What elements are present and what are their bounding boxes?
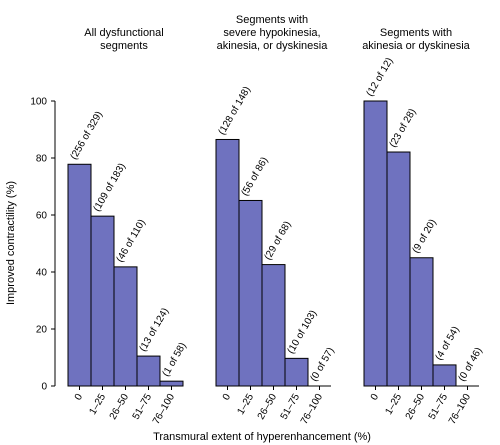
x-tick-label: 51–75 <box>427 392 451 422</box>
panel-title-line: segments <box>100 40 148 52</box>
data-label: (46 of 110) <box>115 218 148 265</box>
bar <box>432 364 457 387</box>
x-tick-label: 0 <box>369 392 382 403</box>
y-tick-label: 100 <box>30 97 47 108</box>
panel-title-line: All dysfunctional <box>84 27 164 39</box>
data-label: (10 of 103) <box>286 308 320 355</box>
data-label: (9 of 20) <box>411 217 439 255</box>
y-tick-label: 20 <box>36 325 48 336</box>
x-tick-label: 76–100 <box>447 392 473 427</box>
bar <box>67 163 92 387</box>
panel-title-line: Segments with <box>236 14 308 26</box>
y-tick-label: 40 <box>36 268 48 279</box>
x-tick-label: 26–50 <box>256 392 280 422</box>
bar <box>136 355 161 387</box>
x-tick-label: 1–25 <box>87 392 108 417</box>
x-tick-label: 1–25 <box>383 392 404 417</box>
x-tick-label: 76–100 <box>299 392 325 427</box>
x-axis-label: Transmural extent of hyperenhancement (%… <box>153 431 371 443</box>
bar <box>409 257 434 387</box>
x-tick-label: 51–75 <box>131 392 155 422</box>
data-label: (0 of 57) <box>309 346 337 384</box>
data-label: (23 of 28) <box>388 107 419 150</box>
bar <box>159 380 184 387</box>
data-label: (56 of 86) <box>240 155 271 198</box>
y-axis-label: Improved contractility (%) <box>5 181 17 305</box>
bar <box>215 138 240 387</box>
bar <box>261 264 286 387</box>
bar <box>386 151 411 387</box>
bar <box>113 266 138 387</box>
bar <box>363 100 388 387</box>
bar <box>90 215 115 387</box>
data-label: (4 of 54) <box>434 325 462 363</box>
panel-title-line: severe hypokinesia, <box>223 27 320 39</box>
panel-title-line: Segments with <box>380 27 452 39</box>
x-tick-label: 26–50 <box>108 392 132 422</box>
y-tick-label: 80 <box>36 154 48 165</box>
x-tick-label: 51–75 <box>279 392 303 422</box>
x-tick-label: 0 <box>221 392 234 403</box>
data-label: (1 of 58) <box>161 341 189 379</box>
y-tick-label: 60 <box>36 211 48 222</box>
panel-title-line: akinesia or dyskinesia <box>362 40 470 52</box>
bar <box>284 357 309 387</box>
x-tick-label: 0 <box>73 392 86 403</box>
data-label: (12 of 12) <box>365 56 396 99</box>
data-label: (256 of 329) <box>69 110 105 162</box>
x-tick-label: 76–100 <box>151 392 177 427</box>
panel-title-line: akinesia, or dyskinesia <box>217 40 329 52</box>
bar <box>238 199 263 387</box>
x-tick-label: 26–50 <box>404 392 428 422</box>
y-tick-label: 0 <box>41 382 47 393</box>
data-label: (128 of 148) <box>217 85 253 137</box>
data-label: (109 of 183) <box>92 161 128 213</box>
data-label: (13 of 124) <box>138 306 172 353</box>
data-label: (0 of 46) <box>457 346 485 384</box>
x-tick-label: 1–25 <box>235 392 256 417</box>
data-label: (29 of 68) <box>263 220 294 263</box>
